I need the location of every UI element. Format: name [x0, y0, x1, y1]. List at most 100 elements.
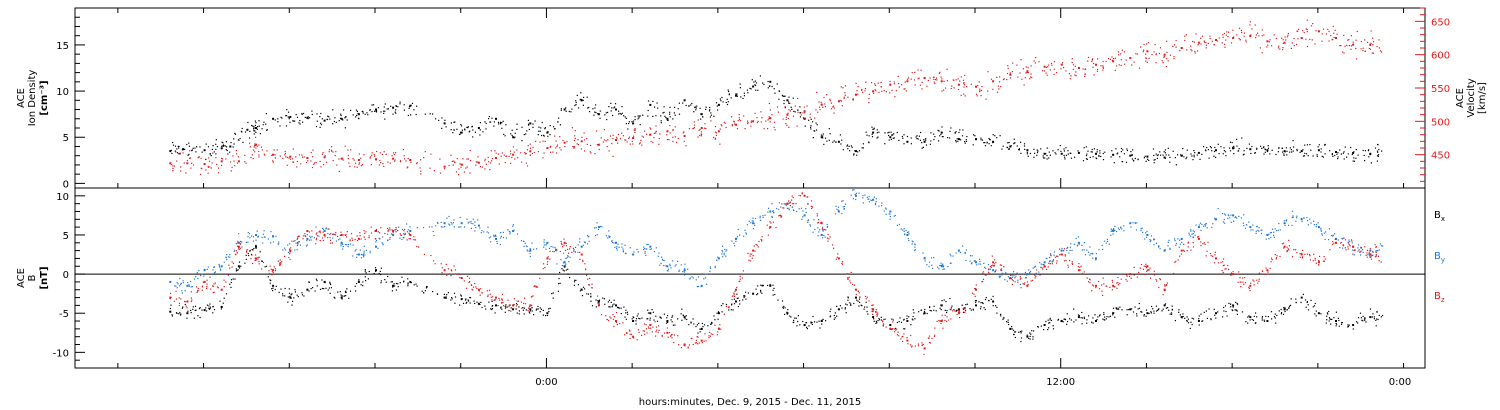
- bx-sample: [1113, 312, 1115, 314]
- by-sample: [1303, 217, 1305, 219]
- density-sample: [1102, 152, 1104, 155]
- density-sample: [1205, 150, 1207, 152]
- velocity-sample: [1254, 24, 1256, 26]
- density-point: [512, 136, 515, 139]
- bz-sample: [847, 278, 849, 280]
- velocity-sample: [963, 82, 965, 84]
- velocity-sample: [420, 173, 422, 175]
- by-sample: [1089, 246, 1091, 248]
- density-sample: [498, 123, 500, 125]
- bx-sample: [1270, 311, 1273, 313]
- by-sample: [525, 245, 527, 247]
- bx-sample: [289, 296, 292, 298]
- by-sample: [470, 220, 472, 223]
- bx-sample: [232, 278, 234, 280]
- velocity-sample: [970, 83, 972, 85]
- by-point: [649, 245, 652, 248]
- density-sample: [174, 150, 176, 152]
- by-sample: [1106, 238, 1108, 240]
- bz-sample: [565, 242, 567, 244]
- by-point: [563, 261, 566, 264]
- bx-sample: [1326, 315, 1328, 317]
- by-sample: [1258, 227, 1260, 229]
- density-sample: [1271, 149, 1273, 151]
- by-sample: [1252, 229, 1254, 231]
- velocity-sample: [666, 134, 668, 136]
- bx-sample: [491, 305, 493, 307]
- by-sample: [722, 245, 724, 247]
- velocity-sample: [354, 166, 356, 168]
- density-sample: [384, 110, 386, 112]
- bz-sample: [695, 342, 697, 344]
- density-sample: [472, 136, 474, 138]
- bx-sample: [297, 296, 299, 298]
- velocity-sample: [1184, 39, 1186, 41]
- density-sample: [1033, 156, 1035, 158]
- bz-sample: [284, 255, 286, 257]
- velocity-sample: [573, 146, 575, 148]
- by-sample: [932, 267, 934, 269]
- by-sample: [179, 277, 181, 279]
- by-sample: [721, 251, 724, 253]
- density-sample: [1224, 151, 1227, 153]
- density-sample: [387, 108, 389, 110]
- bx-sample: [755, 288, 757, 290]
- bx-sample: [252, 249, 254, 251]
- density-sample: [1309, 144, 1311, 146]
- density-sample: [1098, 154, 1100, 157]
- bx-sample: [171, 314, 173, 316]
- velocity-sample: [787, 112, 789, 114]
- bx-sample: [329, 282, 331, 285]
- density-sample: [249, 130, 251, 132]
- density-sample: [178, 147, 180, 149]
- velocity-sample: [580, 148, 582, 150]
- density-sample: [938, 130, 940, 132]
- bx-sample: [992, 305, 994, 307]
- density-sample: [1036, 154, 1038, 156]
- by-sample: [645, 254, 647, 256]
- density-sample: [847, 148, 849, 150]
- bx-sample: [1191, 317, 1193, 319]
- velocity-point: [649, 133, 652, 136]
- bz-sample: [516, 300, 518, 302]
- density-sample: [1036, 149, 1038, 151]
- bz-sample: [375, 228, 377, 231]
- bx-sample: [833, 314, 835, 317]
- by-sample: [573, 250, 575, 252]
- bz-sample: [339, 234, 341, 236]
- density-sample: [1269, 153, 1271, 155]
- density-sample: [1010, 145, 1012, 147]
- by-sample: [502, 237, 505, 239]
- bz-sample: [876, 311, 878, 313]
- velocity-sample: [325, 161, 328, 163]
- velocity-sample: [212, 152, 214, 154]
- bz-point: [940, 320, 943, 322]
- density-sample: [853, 153, 855, 155]
- bx-sample: [1153, 312, 1155, 314]
- velocity-point: [700, 127, 703, 129]
- bx-sample: [1014, 331, 1017, 333]
- bz-sample: [865, 298, 867, 300]
- velocity-sample: [1261, 35, 1263, 37]
- by-sample: [942, 268, 944, 270]
- velocity-sample: [358, 153, 360, 155]
- by-sample: [338, 239, 340, 241]
- density-sample: [1190, 153, 1192, 155]
- density-sample: [565, 107, 567, 109]
- bx-sample: [858, 305, 860, 307]
- density-sample: [678, 102, 680, 104]
- bz-sample: [903, 333, 905, 335]
- by-sample: [697, 285, 700, 288]
- bx-sample: [1066, 323, 1068, 325]
- density-sample: [959, 129, 961, 131]
- bz-sample: [933, 335, 935, 338]
- bz-sample: [629, 337, 631, 340]
- velocity-sample: [1169, 54, 1171, 56]
- bx-sample: [287, 301, 289, 303]
- bx-sample: [940, 309, 942, 311]
- bz-sample: [231, 266, 233, 268]
- by-sample: [788, 207, 790, 209]
- bz-sample: [308, 231, 310, 233]
- by-sample: [924, 256, 926, 258]
- bx-sample: [546, 314, 549, 317]
